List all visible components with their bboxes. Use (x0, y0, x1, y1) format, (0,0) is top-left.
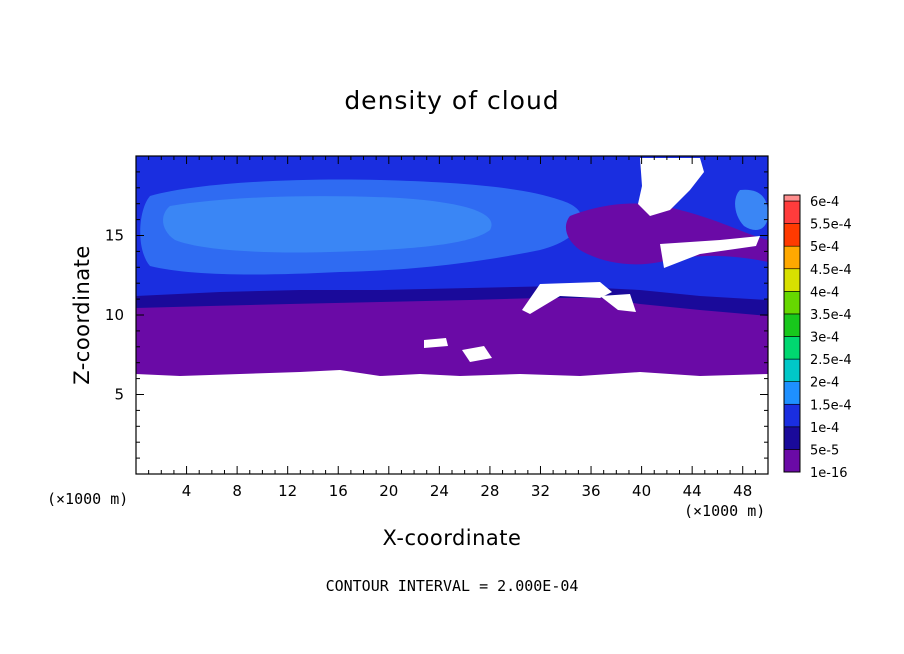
colorbar-label: 5e-5 (810, 443, 839, 458)
colorbar-swatch (783, 313, 801, 337)
colorbar-label: 1e-16 (810, 466, 848, 481)
no-cloud-gap-2 (522, 282, 612, 314)
x-tick-label: 36 (581, 482, 600, 500)
y-tick-label: 5 (114, 386, 124, 404)
colorbar-label: 5e-4 (810, 240, 839, 255)
y-tick-label: 10 (105, 306, 124, 324)
colorbar-label: 6e-4 (810, 195, 839, 210)
x-tick-label: 44 (683, 482, 702, 500)
colorbar-label: 3e-4 (810, 331, 839, 346)
no-cloud-lower (136, 370, 768, 474)
colorbar-swatch (783, 223, 801, 247)
cloud-region-1.5e-4-right (735, 189, 768, 230)
y-axis-ticks: 5 10 15 (105, 171, 768, 459)
y-tick-label: 15 (105, 227, 124, 245)
colorbar-frame (783, 194, 801, 473)
x-tick-label: 4 (182, 482, 192, 500)
x-tick-label: 16 (329, 482, 348, 500)
x-tick-label: 32 (531, 482, 550, 500)
contour-interval-note: CONTOUR INTERVAL = 2.000E-04 (325, 577, 579, 595)
colorbar-swatch (783, 268, 801, 292)
colorbar-swatch (783, 245, 801, 270)
heatmap-field (136, 156, 768, 474)
x-unit-label-left: (×1000 m) (47, 490, 129, 508)
cloud-region-1.5e-4-core (163, 196, 492, 253)
colorbar-label: 2e-4 (810, 376, 839, 391)
no-cloud-gap-5 (424, 338, 448, 348)
colorbar-label: 3.5e-4 (810, 308, 852, 323)
no-cloud-gap-1 (638, 158, 704, 216)
colorbar-swatch (783, 426, 801, 450)
colorbar-swatch (783, 403, 801, 428)
y-axis-label: Z-coordinate (70, 245, 94, 385)
colorbar-swatch (783, 291, 801, 315)
colorbar-swatch (783, 449, 801, 473)
x-tick-label: 48 (733, 482, 752, 500)
x-tick-label: 20 (379, 482, 398, 500)
colorbar-swatch (783, 336, 801, 360)
no-cloud-gap-4 (660, 236, 760, 268)
colorbar-label: 4.5e-4 (810, 263, 852, 278)
no-cloud-gap-3 (600, 294, 636, 312)
colorbar-label: 5.5e-4 (810, 218, 852, 233)
x-axis-label: X-coordinate (382, 526, 522, 550)
x-unit-label-right: (×1000 m) (684, 502, 766, 520)
x-tick-label: 40 (632, 482, 651, 500)
x-axis-ticks: 4 8 12 16 20 24 28 32 36 40 44 48 (148, 156, 756, 500)
x-tick-label: 28 (480, 482, 499, 500)
colorbar-swatch (783, 358, 801, 382)
chart-title: density of cloud (344, 86, 560, 115)
colorbar-swatch (783, 381, 801, 405)
x-tick-label: 24 (430, 482, 449, 500)
colorbar: 1e-16 5e-5 1e-4 1.5e-4 2e-4 2.5e-4 3e-4 3.5e-4 4… (783, 194, 852, 481)
no-cloud-gap-6 (462, 346, 492, 362)
cloud-region-1e-16 (136, 298, 768, 378)
colorbar-swatch (783, 194, 801, 202)
colorbar-label: 1e-4 (810, 421, 839, 436)
colorbar-label: 4e-4 (810, 285, 839, 300)
colorbar-swatch (783, 200, 801, 224)
x-tick-label: 8 (232, 482, 242, 500)
x-tick-label: 12 (278, 482, 297, 500)
colorbar-label: 1.5e-4 (810, 398, 852, 413)
colorbar-label: 2.5e-4 (810, 353, 852, 368)
